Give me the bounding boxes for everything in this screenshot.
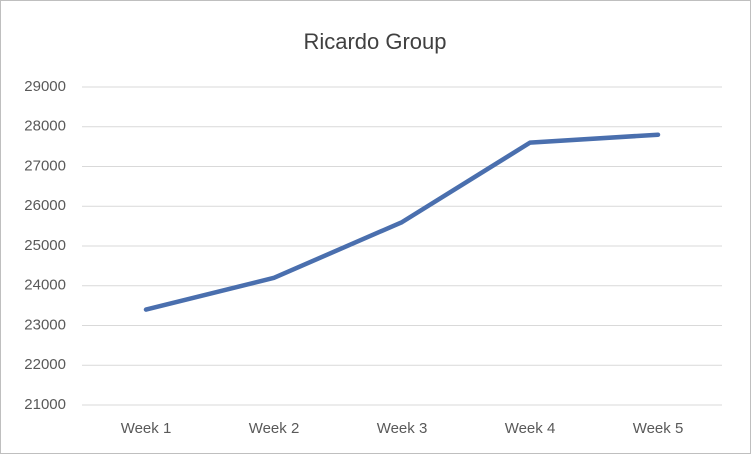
chart-title: Ricardo Group — [303, 29, 446, 54]
y-tick-label: 22000 — [24, 356, 66, 373]
y-tick-label: 27000 — [24, 157, 66, 174]
x-tick-label: Week 1 — [121, 420, 172, 437]
y-tick-label: 29000 — [24, 78, 66, 95]
y-tick-label: 24000 — [24, 277, 66, 294]
x-tick-label: Week 5 — [633, 420, 684, 437]
x-tick-label: Week 4 — [505, 420, 556, 437]
y-tick-label: 23000 — [24, 316, 66, 333]
x-tick-label: Week 3 — [377, 420, 428, 437]
y-tick-label: 25000 — [24, 237, 66, 254]
x-tick-label: Week 2 — [249, 420, 300, 437]
y-tick-label: 21000 — [24, 396, 66, 413]
y-tick-label: 28000 — [24, 118, 66, 135]
data-line — [143, 132, 661, 312]
y-tick-label: 26000 — [24, 197, 66, 214]
